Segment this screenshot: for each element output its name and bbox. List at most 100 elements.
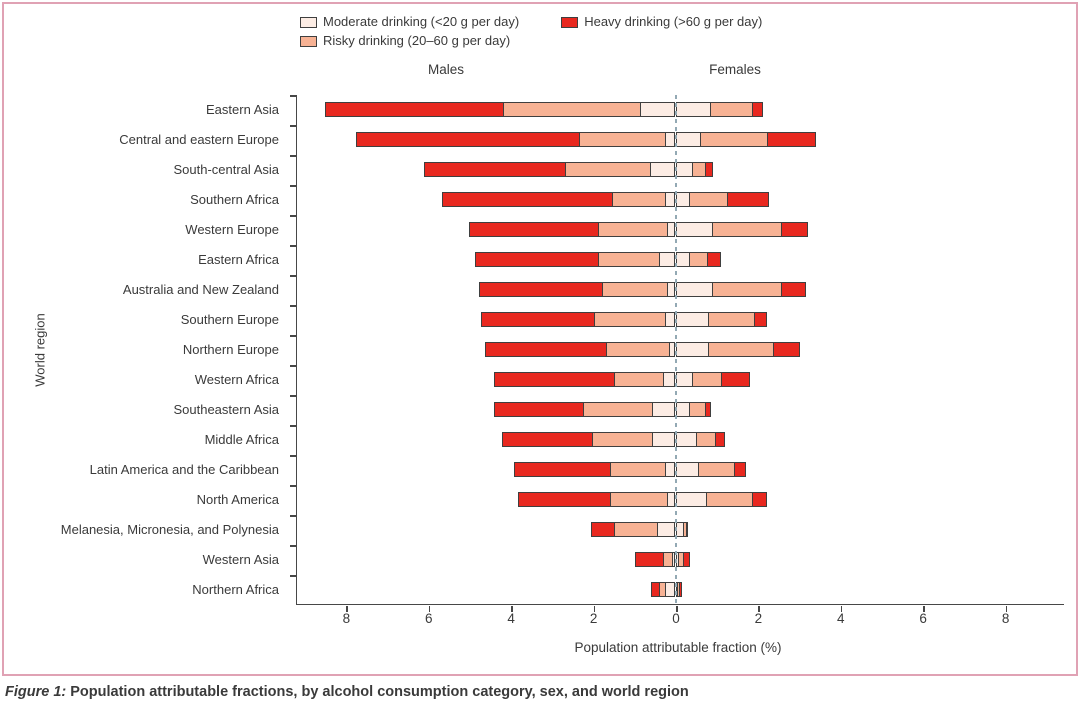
y-axis-title: World region [32,313,48,387]
bar-segment-heavy [475,252,599,267]
bar-segment-moderate [652,402,675,417]
male-bar [590,522,675,537]
chart-area: Moderate drinking (<20 g per day) Risky … [4,4,1076,674]
bar-segment-heavy [423,162,566,177]
female-bar [676,462,747,477]
x-tick-label: 8 [342,611,351,626]
females-group-header: Females [709,62,761,77]
bar-segment-risky [503,102,641,117]
male-bar [355,132,675,147]
bar-segment-risky [610,492,668,507]
bar-segment-heavy [590,522,616,537]
region-label: South-central Asia [173,162,279,177]
y-tick-mark [290,185,296,187]
bar-segment-heavy [479,282,603,297]
x-tick-mark [840,606,843,612]
female-bar [676,402,712,417]
bar-segment-risky [612,192,666,207]
bar-segment-heavy [752,492,767,507]
bar-segment-heavy [766,132,817,147]
x-tick-mark [923,606,925,612]
bar-segment-moderate [640,102,675,117]
region-label: Northern Europe [182,342,279,357]
male-bar [469,222,675,237]
bar-segment-risky [610,462,666,477]
bar-segment-moderate [676,102,711,117]
y-tick-mark [290,95,296,97]
x-tick-label: 8 [1001,611,1010,626]
x-tick-mark [593,606,596,612]
y-tick-mark [290,305,296,307]
bar-segment-moderate [676,402,691,417]
bar-segment-heavy [355,132,581,147]
y-tick-mark [290,155,296,157]
bar-segment-moderate [656,522,675,537]
x-tick-mark [511,606,513,612]
bar-segment-heavy [678,582,682,597]
region-label: Western Europe [185,222,279,237]
female-bar [676,252,722,267]
bar-segment-risky [705,492,754,507]
y-tick-mark [290,425,296,427]
bar-segment-heavy [635,552,664,567]
region-label: Southern Europe [180,312,279,327]
bar-row [297,95,1064,125]
bar-segment-risky [605,342,670,357]
bar-segment-moderate [676,432,697,447]
bar-segment-heavy [501,432,593,447]
bar-segment-moderate [664,582,675,597]
region-label: Northern Africa [192,582,279,597]
bar-segment-moderate [662,372,675,387]
bar-segment-heavy [481,312,595,327]
bar-row [297,305,1064,335]
x-axis-title: Population attributable fraction (%) [574,640,782,655]
legend-label-moderate: Moderate drinking (<20 g per day) [323,14,520,29]
bar-segment-heavy [781,282,806,297]
y-tick-mark [290,395,296,397]
x-tick-mark [1005,606,1008,612]
bar-segment-risky [593,312,666,327]
bar-segment-risky [708,342,774,357]
male-bar [423,162,675,177]
figure-caption-prefix: Figure 1: [5,684,67,700]
legend-item-moderate: Moderate drinking (<20 g per day) [300,14,519,30]
bar-segment-heavy [469,222,599,237]
y-tick-mark [290,215,296,217]
y-tick-mark [290,575,296,577]
bar-segment-risky [708,312,756,327]
bar-segment-heavy [727,192,769,207]
figure-caption-text: Population attributable fractions, by al… [66,684,689,700]
male-bar [324,102,675,117]
region-label: Latin America and the Caribbean [89,462,279,477]
male-bar [485,342,675,357]
male-bar [493,372,675,387]
bar-segment-moderate [676,312,709,327]
bar-segment-moderate [666,492,675,507]
region-label: Southeastern Asia [173,402,279,417]
female-bar [676,162,714,177]
male-bar [501,432,675,447]
legend-column-left: Moderate drinking (<20 g per day) Risky … [300,14,519,49]
bar-segment-heavy [518,492,612,507]
region-label: Western Africa [194,372,279,387]
bar-segment-moderate [676,252,691,267]
bar-segment-moderate [676,492,707,507]
region-label: Middle Africa [204,432,279,447]
bar-row [297,365,1064,395]
female-bar [676,522,689,537]
bar-segment-heavy [706,252,722,267]
bar-segment-risky [697,462,735,477]
bar-row [297,395,1064,425]
bar-segment-risky [614,372,664,387]
female-bar [676,102,763,117]
bar-segment-moderate [672,552,675,567]
risky-swatch-icon [300,35,317,47]
bar-segment-heavy [721,372,751,387]
male-bar [479,282,675,297]
bar-segment-heavy [324,102,504,117]
bar-row [297,485,1064,515]
bar-row [297,425,1064,455]
x-tick-mark [346,606,348,612]
x-tick-label: 4 [507,611,515,626]
y-tick-mark [290,125,296,127]
